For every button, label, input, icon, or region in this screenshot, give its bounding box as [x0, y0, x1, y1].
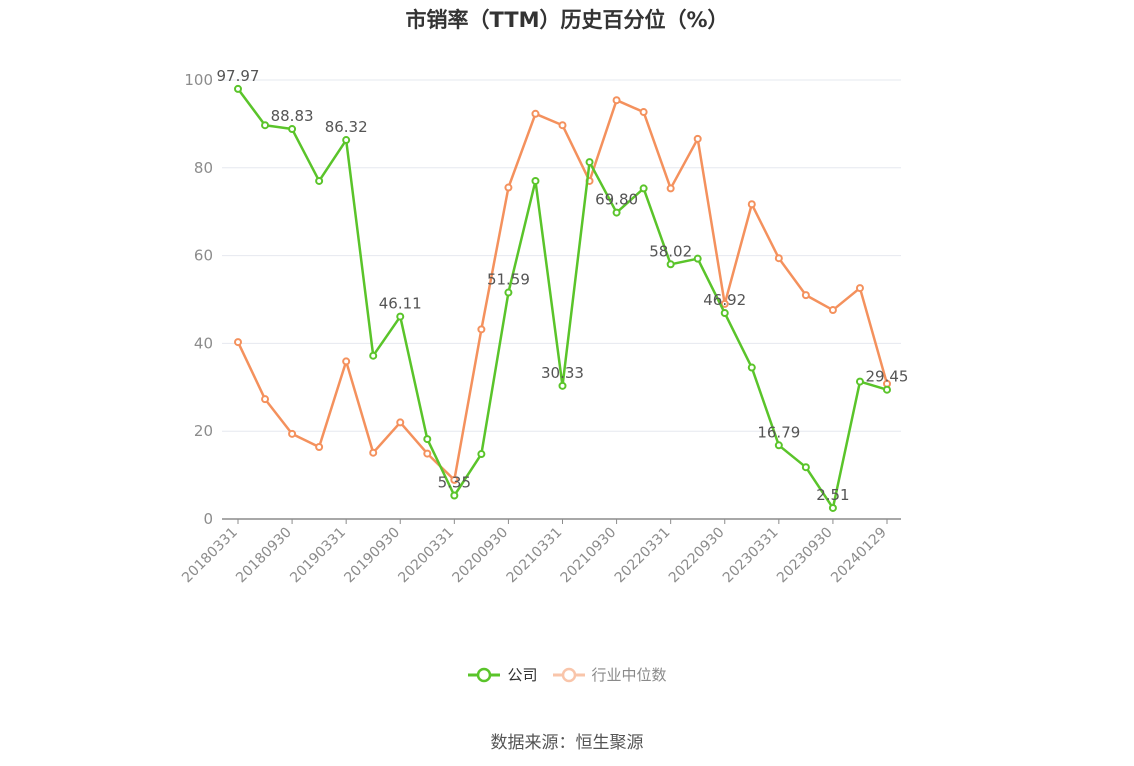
data-label: 97.97 — [217, 67, 260, 85]
data-point — [774, 441, 783, 450]
data-label: 29.45 — [866, 368, 909, 386]
data-point — [639, 184, 648, 193]
legend-label-company: 公司 — [507, 666, 538, 684]
series-lines — [234, 84, 891, 512]
data-label: 86.32 — [325, 118, 368, 136]
data-point — [423, 435, 432, 444]
data-point — [693, 134, 702, 143]
x-tick-label: 20230930 — [774, 525, 836, 587]
data-point — [477, 325, 486, 334]
x-tick-label: 20230331 — [720, 525, 782, 587]
data-point — [585, 158, 594, 167]
x-tick-label: 20190930 — [341, 525, 403, 587]
x-tick-label: 20190331 — [287, 525, 349, 587]
data-label: 46.92 — [703, 291, 746, 309]
y-tick-label: 80 — [194, 159, 213, 177]
data-point — [693, 254, 702, 263]
y-tick-label: 0 — [203, 510, 213, 528]
series-line-0 — [236, 88, 888, 510]
y-tick-label: 60 — [194, 247, 213, 265]
data-point — [883, 385, 891, 394]
data-labels: 97.97 88.83 86.32 46.11 5.35 51.59 30.33 69.80 5… — [217, 67, 909, 504]
x-tick-label: 20180331 — [179, 525, 241, 587]
data-point — [774, 254, 783, 263]
data-point — [396, 312, 405, 321]
chart-title: 市销率（TTM）历史百分位（%） — [405, 8, 729, 32]
data-point — [288, 429, 297, 438]
data-point — [342, 136, 351, 145]
data-label: 69.80 — [595, 191, 638, 209]
x-tick-label: 20210331 — [504, 525, 566, 587]
data-point — [450, 491, 459, 500]
x-tick-label: 20240129 — [828, 525, 890, 587]
x-tick-label: 20210930 — [558, 525, 620, 587]
data-point — [450, 475, 459, 484]
data-point — [315, 176, 324, 185]
data-label: 88.83 — [271, 107, 314, 125]
data-label: 30.33 — [541, 364, 584, 382]
data-point — [612, 208, 621, 217]
data-point — [639, 108, 648, 117]
axes: 0 20 40 60 80 100 2018033120180930201903312019… — [179, 71, 901, 586]
data-point — [720, 309, 729, 318]
data-point — [801, 463, 810, 472]
data-point — [369, 351, 378, 360]
x-tick-label: 20200331 — [395, 525, 457, 587]
data-point — [558, 381, 567, 390]
data-point — [234, 338, 242, 347]
line-chart: 0 20 40 60 80 100 2018033120180930201903312019… — [179, 67, 909, 586]
data-point — [828, 503, 837, 512]
data-point — [666, 260, 675, 269]
legend-item-company[interactable]: 公司 — [467, 664, 538, 685]
legend: 公司 行业中位数 — [0, 664, 1134, 685]
data-label: 58.02 — [649, 242, 692, 260]
y-tick-label: 40 — [194, 334, 213, 352]
data-point — [747, 200, 756, 209]
source-note: 数据来源：恒生聚源 — [490, 733, 644, 753]
legend-item-industry-median[interactable]: 行业中位数 — [552, 664, 667, 685]
data-label: 46.11 — [379, 295, 422, 313]
grid-lines — [222, 79, 901, 432]
legend-marker-company — [468, 667, 501, 682]
data-point — [558, 121, 567, 130]
data-point — [504, 183, 513, 192]
data-point — [531, 176, 540, 185]
data-point — [369, 448, 378, 457]
data-label: 51.59 — [487, 271, 530, 289]
data-point — [342, 357, 351, 366]
x-tick-label: 20200930 — [450, 525, 512, 587]
data-point — [612, 96, 621, 105]
data-label: 5.35 — [438, 474, 471, 492]
data-point — [801, 291, 810, 300]
legend-label-industry-median: 行业中位数 — [591, 666, 667, 684]
data-point — [261, 121, 270, 130]
data-point — [855, 377, 864, 386]
x-tick-label: 20180930 — [233, 525, 295, 587]
x-tick-label: 20220331 — [612, 525, 674, 587]
data-label: 2.51 — [816, 486, 849, 504]
data-point — [477, 450, 486, 459]
data-point — [261, 395, 270, 404]
data-point — [828, 306, 837, 315]
data-point — [720, 299, 729, 308]
data-point — [531, 109, 540, 118]
data-point — [747, 363, 756, 372]
data-point — [396, 418, 405, 427]
data-point — [423, 449, 432, 458]
data-point — [504, 288, 513, 297]
data-label: 16.79 — [757, 423, 800, 441]
data-point — [855, 284, 864, 293]
y-tick-label: 20 — [194, 422, 213, 440]
data-point — [288, 125, 297, 134]
data-point — [666, 184, 675, 193]
legend-marker-industry-median — [552, 667, 585, 682]
data-point — [315, 443, 324, 452]
data-point — [234, 84, 242, 93]
y-tick-label: 100 — [184, 71, 213, 89]
x-tick-label: 20220930 — [666, 525, 728, 587]
